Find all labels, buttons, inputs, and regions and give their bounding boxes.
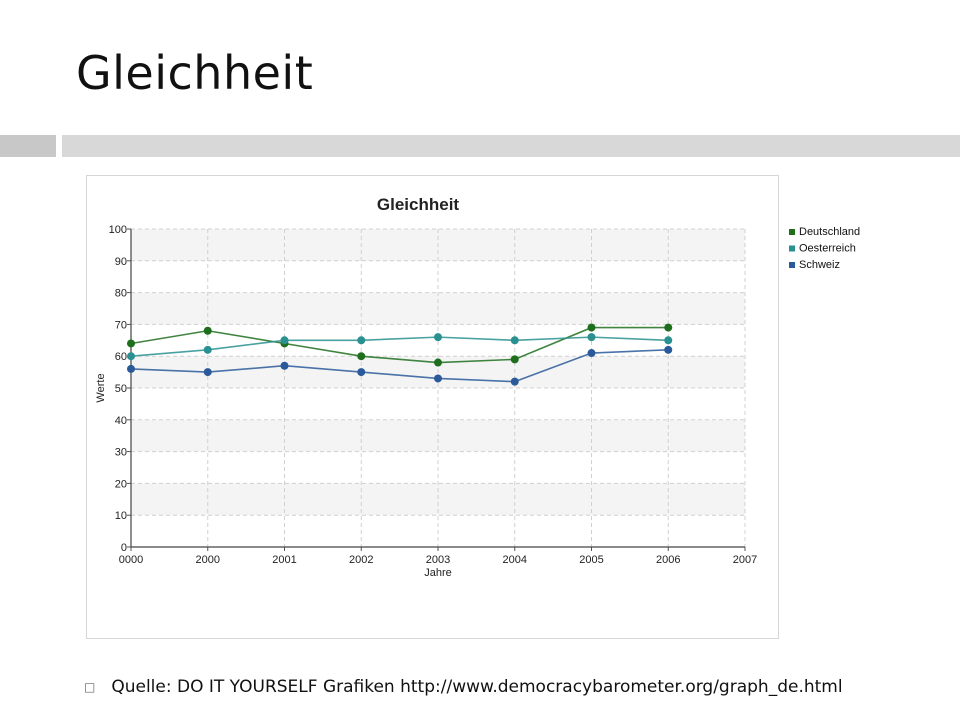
data-point: [664, 323, 673, 332]
x-tick-label: 2000: [196, 554, 220, 566]
tick-labels: 0 10 20 30 40 50 60 70 80 90 100 0000 2000 2001 2002 20…: [109, 224, 758, 566]
y-tick-label: 100: [109, 224, 127, 236]
legend-label: Deutschland: [799, 226, 860, 238]
data-point: [434, 358, 442, 367]
y-tick-label: 70: [115, 319, 127, 331]
bullet-icon: □: [84, 680, 96, 694]
source-footer: □ Quelle: DO IT YOURSELF Grafiken http://…: [84, 677, 843, 697]
x-tick-label: 2002: [349, 554, 373, 566]
data-point: [280, 336, 289, 345]
legend: Deutschland Oesterreich Schweiz: [789, 226, 860, 271]
data-point: [357, 352, 366, 361]
legend-label: Schweiz: [799, 259, 840, 271]
data-point: [203, 326, 212, 335]
x-tick-label: 0000: [119, 554, 143, 566]
data-point: [587, 323, 596, 332]
x-tick-label: 2005: [579, 554, 603, 566]
y-tick-label: 80: [115, 288, 127, 300]
series-deutschland: [127, 323, 673, 367]
chart-title: Gleichheit: [377, 195, 460, 214]
y-tick-label: 20: [115, 478, 127, 490]
data-point: [434, 374, 442, 383]
y-tick-label: 0: [121, 542, 127, 554]
data-point: [510, 377, 519, 386]
legend-swatch: [789, 262, 795, 268]
series-line: [130, 326, 669, 364]
data-point: [434, 333, 442, 342]
title-underline-right: [62, 135, 960, 157]
y-tick-label: 30: [115, 447, 127, 459]
data-point: [203, 345, 212, 354]
data-point: [587, 349, 596, 358]
data-point: [127, 352, 135, 361]
data-point: [280, 361, 289, 370]
data-point: [127, 364, 135, 373]
y-axis-label: Werte: [95, 373, 107, 402]
y-tick-label: 40: [115, 415, 127, 427]
series-group: [127, 323, 673, 386]
x-tick-label: 2006: [656, 554, 680, 566]
series-line: [130, 349, 669, 383]
series-oesterreich: [127, 333, 673, 361]
data-point: [664, 345, 673, 354]
data-point: [664, 336, 673, 345]
legend-swatch: [789, 229, 795, 235]
slide-title: Gleichheit: [76, 46, 314, 100]
title-underline-left: [0, 135, 56, 157]
x-tick-label: 2001: [272, 554, 296, 566]
series-line: [130, 336, 669, 357]
y-tick-label: 50: [115, 383, 127, 395]
data-point: [357, 336, 366, 345]
x-tick-label: 2003: [426, 554, 450, 566]
data-point: [203, 368, 212, 377]
series-schweiz: [127, 345, 673, 386]
y-tick-label: 10: [115, 510, 127, 522]
y-tick-label: 60: [115, 351, 127, 363]
source-text: Quelle: DO IT YOURSELF Grafiken http://w…: [111, 677, 843, 697]
x-tick-label: 2004: [503, 554, 527, 566]
data-point: [510, 336, 519, 345]
legend-swatch: [789, 245, 795, 252]
data-point: [357, 368, 366, 377]
y-tick-label: 90: [115, 256, 127, 268]
data-point: [587, 333, 596, 342]
data-point: [510, 355, 519, 364]
legend-label: Oesterreich: [799, 243, 856, 255]
x-axis-label: Jahre: [424, 567, 452, 579]
x-tick-label: 2007: [733, 554, 757, 566]
data-point: [127, 339, 135, 348]
